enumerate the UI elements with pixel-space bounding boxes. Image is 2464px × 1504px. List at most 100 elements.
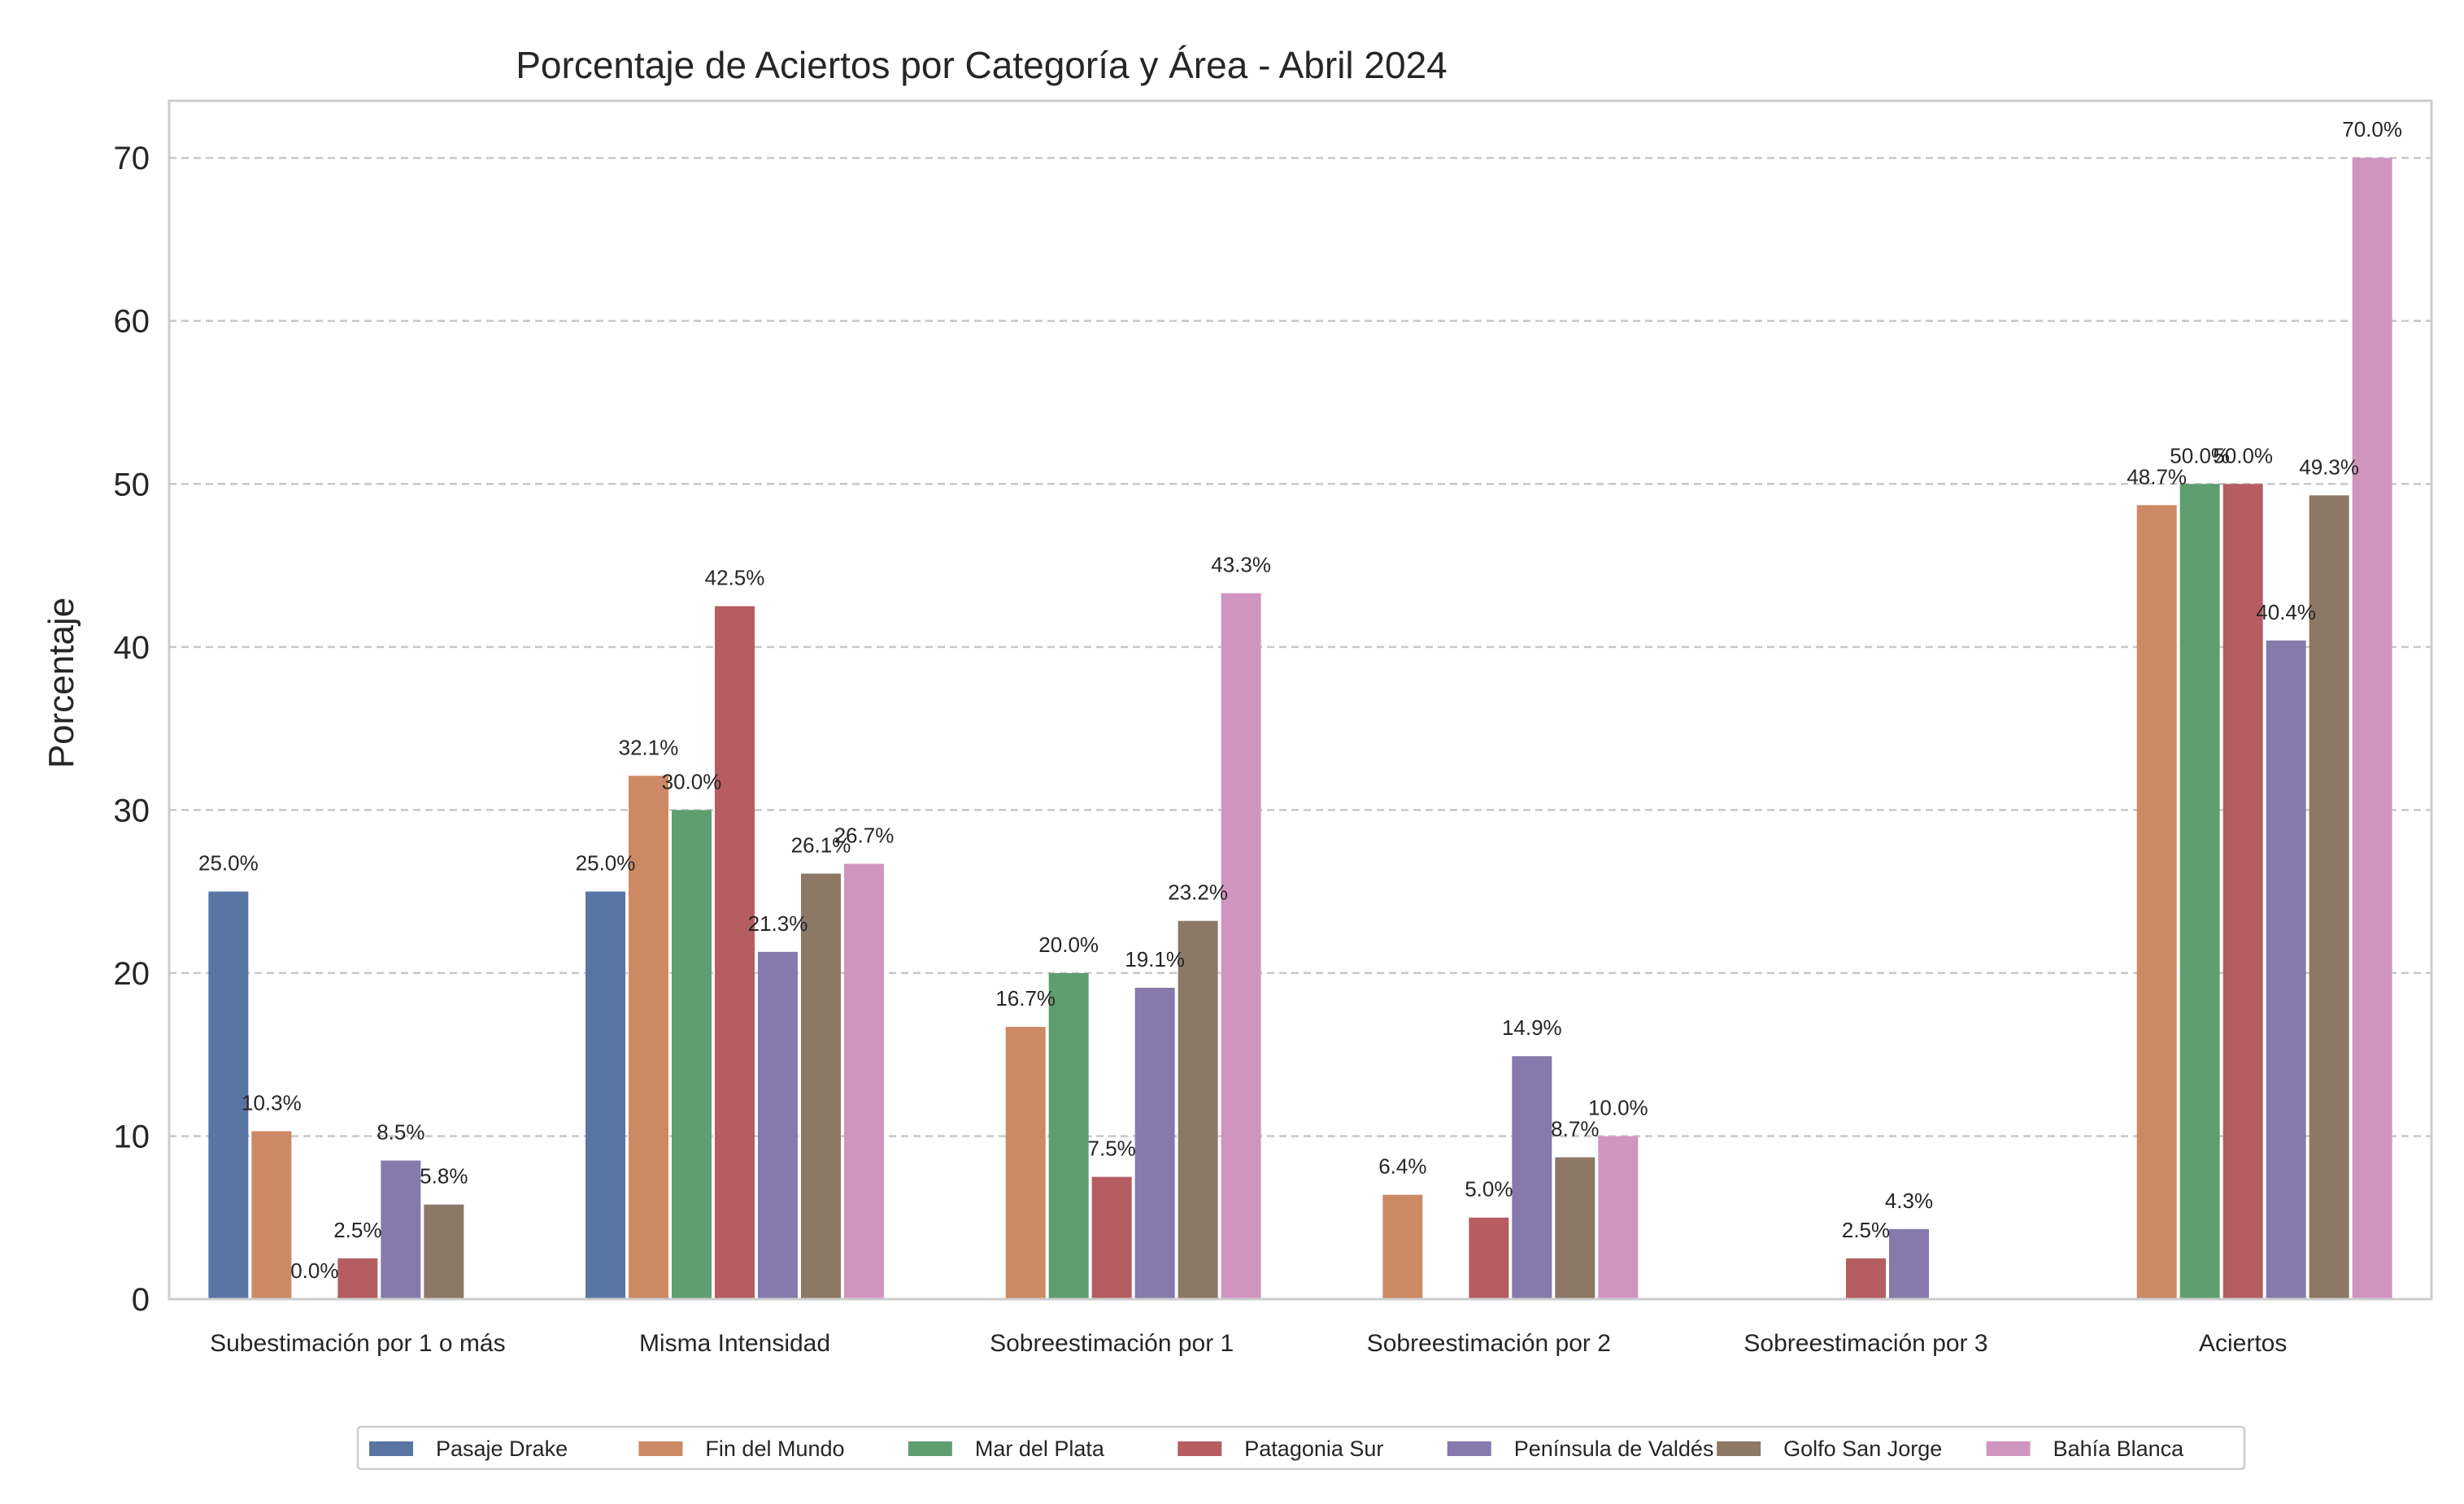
data-label: 49.3% — [2299, 454, 2359, 479]
data-label: 14.9% — [1502, 1015, 1562, 1040]
bar — [2266, 640, 2306, 1299]
bar — [800, 873, 841, 1299]
bar — [586, 891, 626, 1299]
bar — [424, 1204, 464, 1299]
y-tick-label: 20 — [114, 956, 150, 992]
x-tick-label: Sobreestimación por 2 — [1367, 1330, 1611, 1357]
y-axis-ticks: 0 10 20 30 40 50 60 70 — [114, 141, 150, 1318]
data-label: 8.7% — [1551, 1117, 1599, 1141]
data-label: 2.5% — [333, 1218, 381, 1242]
data-label: 2.5% — [1842, 1218, 1890, 1242]
bars — [208, 158, 2392, 1300]
bar — [208, 891, 249, 1299]
data-label: 23.2% — [1168, 880, 1228, 905]
data-label: 19.1% — [1125, 947, 1185, 972]
legend-swatch — [1447, 1441, 1491, 1456]
bar — [1846, 1258, 1886, 1299]
bar — [1005, 1027, 1046, 1299]
bar — [2136, 505, 2177, 1299]
y-axis-label: Porcentaje — [41, 598, 81, 768]
bar — [1469, 1217, 1509, 1299]
bar — [2179, 484, 2220, 1299]
x-tick-label: Aciertos — [2199, 1330, 2287, 1357]
bar — [1382, 1194, 1423, 1299]
data-label: 50.0% — [2213, 443, 2273, 467]
data-label: 40.4% — [2256, 600, 2316, 624]
data-label: 4.3% — [1885, 1189, 1933, 1213]
legend-swatch — [908, 1441, 952, 1456]
legend-label: Fin del Mundo — [705, 1437, 844, 1461]
data-label: 21.3% — [748, 911, 808, 936]
data-label: 25.0% — [576, 851, 636, 876]
data-label: 25.0% — [198, 851, 259, 876]
data-label: 42.5% — [705, 566, 765, 590]
legend-label: Mar del Plata — [975, 1437, 1105, 1461]
data-label: 70.0% — [2342, 117, 2402, 141]
bar — [715, 606, 755, 1299]
data-label: 10.0% — [1588, 1095, 1648, 1119]
y-tick-label: 70 — [114, 141, 150, 176]
bar — [2309, 495, 2349, 1299]
data-label: 32.1% — [619, 735, 679, 759]
data-label: 43.3% — [1211, 553, 1271, 577]
bar — [1888, 1228, 1929, 1299]
data-label: 26.1% — [791, 833, 851, 858]
bar — [381, 1160, 421, 1299]
data-label: 26.7% — [834, 824, 895, 848]
legend-item: Patagonia Sur — [1178, 1437, 1383, 1461]
legend-item: Mar del Plata — [908, 1437, 1105, 1461]
legend-swatch — [1717, 1441, 1761, 1456]
legend: Pasaje Drake Fin del Mundo Mar del Plata Pa… — [356, 1425, 2246, 1471]
gridlines — [169, 156, 2431, 1137]
bar — [629, 776, 669, 1299]
y-tick-label: 0 — [132, 1282, 150, 1318]
data-label: 0.0% — [290, 1258, 338, 1283]
bar — [251, 1131, 292, 1299]
bar — [2222, 484, 2263, 1299]
data-label: 20.0% — [1038, 932, 1099, 957]
y-tick-label: 10 — [114, 1119, 150, 1154]
legend-label: Bahía Blanca — [2053, 1437, 2185, 1461]
x-tick-label: Sobreestimación por 1 — [990, 1330, 1234, 1357]
data-label: 5.8% — [420, 1164, 468, 1189]
legend-swatch — [638, 1441, 683, 1456]
plot-frame — [168, 99, 2433, 1301]
chart-title: Porcentaje de Aciertos por Categoría y Á… — [516, 44, 1447, 86]
data-label: 7.5% — [1088, 1137, 1136, 1161]
bar — [1555, 1157, 1596, 1299]
legend-box — [356, 1425, 2246, 1471]
bar — [757, 951, 798, 1299]
bar — [843, 863, 884, 1299]
x-tick-label: Sobreestimación por 3 — [1744, 1330, 1987, 1357]
bar — [1178, 920, 1218, 1299]
legend-swatch — [1178, 1441, 1222, 1456]
bar — [1512, 1056, 1552, 1299]
data-label: 10.3% — [242, 1090, 302, 1115]
y-tick-label: 60 — [114, 304, 150, 340]
legend-label: Golfo San Jorge — [1783, 1437, 1942, 1461]
legend-item: Pasaje Drake — [369, 1437, 568, 1461]
bar — [672, 810, 712, 1299]
y-tick-label: 40 — [114, 630, 150, 666]
data-label: 8.5% — [377, 1120, 424, 1145]
x-tick-label: Misma Intensidad — [639, 1330, 830, 1357]
bar — [1221, 593, 1261, 1299]
legend-swatch — [369, 1441, 413, 1456]
bar — [1598, 1136, 1639, 1299]
bar — [2352, 158, 2392, 1300]
legend-item: Bahía Blanca — [1986, 1437, 2185, 1461]
data-label: 6.4% — [1378, 1154, 1426, 1179]
data-label: 16.7% — [995, 986, 1056, 1011]
legend-swatch — [1986, 1441, 2031, 1456]
legend-item: Golfo San Jorge — [1717, 1437, 1942, 1461]
data-label: 30.0% — [662, 769, 722, 793]
x-tick-label: Subestimación por 1 o más — [210, 1330, 506, 1357]
data-label: 5.0% — [1465, 1177, 1513, 1202]
data-labels: 25.0% 10.3% 0.0% 2.5% 8.5% 5.8% 25.0% 32.1% 30.0… — [198, 117, 2402, 1283]
x-axis-ticks: Subestimación por 1 o más Misma Intensida… — [210, 1330, 2287, 1357]
legend-item: Península de Valdés — [1447, 1437, 1713, 1461]
legend-label: Patagonia Sur — [1244, 1437, 1383, 1461]
legend-label: Pasaje Drake — [436, 1437, 568, 1461]
